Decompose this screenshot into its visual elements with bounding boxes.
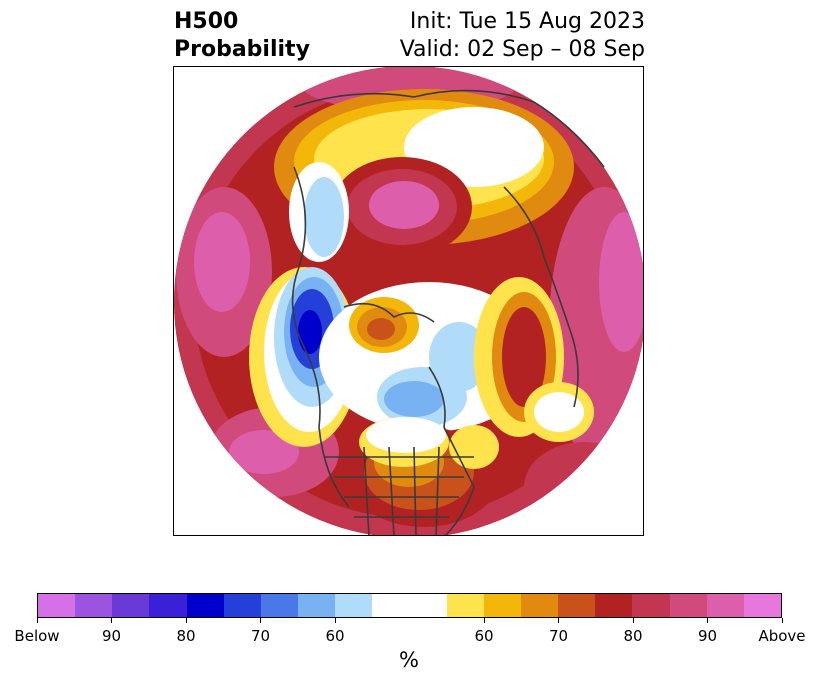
atlantic-neutral (534, 392, 584, 432)
colorbar-segment (298, 594, 336, 617)
coast-north-america-east (428, 366, 475, 535)
pole-ridge-core (367, 318, 395, 340)
title-product: Probability (174, 37, 310, 62)
europe-max (502, 307, 546, 407)
colorbar-segment (372, 594, 447, 617)
colorbar-segment (112, 594, 150, 617)
colorbar-segment (669, 594, 707, 617)
colorbar-segment (558, 594, 596, 617)
colorbar (37, 593, 782, 618)
colorbar-segment (483, 594, 522, 617)
northwest-blue (304, 177, 344, 257)
colorbar-tick-label: 80 (623, 627, 643, 645)
colorbar-tick-label: 70 (548, 627, 569, 645)
colorbar-tick (707, 618, 708, 623)
east-us-yellow (449, 425, 499, 469)
probability-map-svg (174, 67, 643, 535)
probability-field (174, 67, 643, 535)
southwest-core (229, 430, 299, 474)
us-state-lines-vertical (363, 446, 440, 535)
east-rim-core (599, 212, 643, 352)
colorbar-segment (595, 594, 633, 617)
coast-arctic-islands (343, 302, 435, 323)
canada-neutral (366, 417, 446, 453)
colorbar-segment (706, 594, 744, 617)
colorbar-tick (632, 618, 634, 623)
colorbar-tick (334, 618, 336, 623)
coast-north-america-west (291, 166, 350, 508)
siberia-core (369, 181, 439, 229)
colorbar-tick (260, 618, 261, 623)
colorbar-tick (483, 618, 485, 623)
valid-range: Valid: 02 Sep – 08 Sep (399, 37, 645, 62)
us-state-lines (324, 456, 474, 518)
colorbar-segment (186, 594, 224, 617)
colorbar-tick (781, 618, 783, 623)
colorbar-tick-label: 80 (176, 627, 196, 645)
colorbar-segment (632, 594, 670, 617)
colorbar-segment (335, 594, 373, 617)
colorbar-segment (446, 594, 484, 617)
colorbar-tick-label: 90 (101, 627, 122, 645)
coastlines (291, 89, 605, 535)
colorbar-segment (149, 594, 187, 617)
coast-arctic-rim (293, 89, 605, 168)
map-title-right: Init: Tue 15 Aug 2023 Valid: 02 Sep – 08… (400, 8, 645, 64)
west-pacific-core (194, 212, 250, 312)
polar-map (173, 66, 644, 536)
colorbar-tick-label: Below (14, 627, 60, 645)
init-date: Init: Tue 15 Aug 2023 (409, 9, 645, 34)
colorbar-segment (38, 594, 76, 617)
map-title-left: H500 Probability (174, 8, 310, 64)
colorbar-segment (75, 594, 113, 617)
title-variable: H500 (174, 9, 239, 34)
colorbar-tick-label: Above (758, 627, 806, 645)
colorbar-tick (36, 618, 38, 623)
colorbar-tick (558, 618, 559, 623)
southeast-rim (524, 442, 643, 532)
colorbar-units: % (399, 648, 419, 672)
coast-europe (503, 186, 579, 408)
colorbar-segment (223, 594, 261, 617)
colorbar-tick-label: 90 (697, 627, 718, 645)
colorbar-tick-label: 60 (474, 627, 494, 645)
hudson-blue-core (384, 381, 444, 417)
colorbar-segment (743, 594, 782, 617)
colorbar-tick (111, 618, 112, 623)
colorbar-tick-label: 60 (325, 627, 345, 645)
colorbar-segment (260, 594, 299, 617)
colorbar-tick-label: 70 (250, 627, 271, 645)
alaska-trough-core (298, 310, 322, 354)
colorbar-segment (521, 594, 559, 617)
colorbar-tick (185, 618, 187, 623)
